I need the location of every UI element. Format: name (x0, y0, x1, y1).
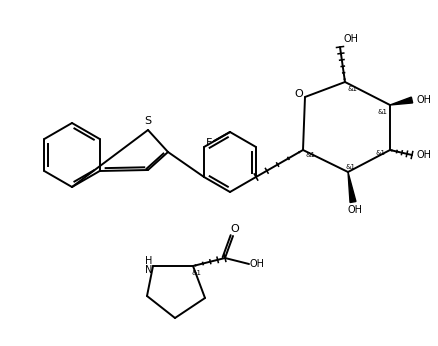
Text: OH: OH (343, 34, 358, 44)
Text: H: H (145, 256, 153, 266)
Text: &1: &1 (375, 150, 385, 156)
Text: &1: &1 (191, 270, 201, 276)
Text: OH: OH (417, 150, 431, 160)
Text: F: F (206, 138, 212, 148)
Text: OH: OH (417, 95, 431, 105)
Text: &1: &1 (348, 86, 358, 92)
Text: N: N (145, 265, 153, 275)
Polygon shape (348, 172, 356, 202)
Text: OH: OH (250, 259, 265, 269)
Text: O: O (231, 224, 240, 234)
Text: S: S (145, 116, 152, 126)
Text: &1: &1 (346, 164, 356, 170)
Text: O: O (295, 89, 304, 99)
Polygon shape (390, 97, 413, 105)
Text: &1: &1 (377, 109, 387, 115)
Text: OH: OH (347, 205, 363, 215)
Text: &1: &1 (306, 152, 316, 158)
